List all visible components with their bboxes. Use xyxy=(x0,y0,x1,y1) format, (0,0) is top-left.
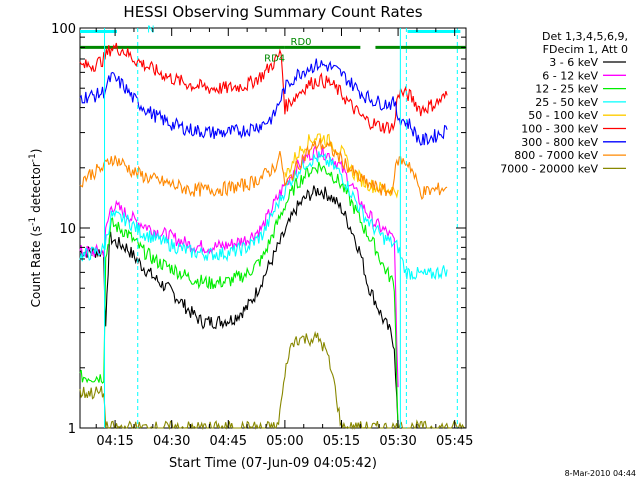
legend-label-0: 3 - 6 keV xyxy=(549,56,598,69)
y-axis-label-main: Count Rate (s xyxy=(29,226,43,308)
y-axis-label-end: ) xyxy=(29,149,43,154)
annotation-0: N xyxy=(147,24,154,35)
series-line-6 xyxy=(79,58,448,146)
series-line-8 xyxy=(79,330,466,431)
annotation-1: RD4 xyxy=(264,53,285,64)
annotation-2: RD0 xyxy=(291,37,312,48)
series-lines xyxy=(79,42,466,431)
y-axis-label: Count Rate (s-1 detector-1) xyxy=(28,149,43,308)
legend-header-line2: FDecim 1, Att 0 xyxy=(543,43,628,56)
x-tick-label-2: 04:45 xyxy=(210,434,247,449)
x-axis: 04:15 04:30 04:45 05:00 05:15 05:30 05:45 xyxy=(95,28,473,449)
legend-label-3: 25 - 50 keV xyxy=(535,96,598,109)
legend-label-1: 6 - 12 keV xyxy=(542,69,598,82)
legend-label-8: 7000 - 20000 keV xyxy=(500,162,598,175)
legend-label-2: 12 - 25 keV xyxy=(535,83,598,96)
footer-timestamp: 8-Mar-2010 04:44 xyxy=(565,469,636,478)
series-line-4 xyxy=(284,133,399,199)
series-line-7 xyxy=(79,138,448,201)
y-axis-label-mid: detector xyxy=(29,162,43,217)
legend-label-5: 100 - 300 keV xyxy=(521,123,598,136)
y-tick-label-2: 100 xyxy=(51,22,76,37)
series-line-5 xyxy=(79,42,448,134)
y-tick-label-0: 1 xyxy=(68,422,76,437)
series-line-0 xyxy=(79,185,399,429)
legend-label-4: 50 - 100 keV xyxy=(528,109,598,122)
series-line-3 xyxy=(79,151,448,281)
x-tick-label-4: 05:15 xyxy=(323,434,360,449)
y-tick-label-1: 10 xyxy=(59,222,76,237)
x-tick-label-3: 05:00 xyxy=(266,434,303,449)
vertical-markers xyxy=(104,28,458,428)
legend-label-6: 300 - 800 keV xyxy=(521,136,598,149)
annotations: N RD4 RD0 xyxy=(147,24,311,64)
y-axis-label-sup2: -1 xyxy=(28,153,38,162)
chart-title: HESSI Observing Summary Count Rates xyxy=(123,3,422,21)
x-tick-label-1: 04:30 xyxy=(153,434,190,449)
x-tick-label-6: 05:45 xyxy=(436,434,473,449)
series-line-2 xyxy=(79,161,399,429)
legend-header-line1: Det 1,3,4,5,6,9, xyxy=(542,30,628,43)
x-tick-label-0: 04:15 xyxy=(96,434,133,449)
series-line-1 xyxy=(79,144,399,388)
legend: Det 1,3,4,5,6,9, FDecim 1, Att 0 3 - 6 k… xyxy=(500,30,628,175)
legend-label-7: 800 - 7000 keV xyxy=(514,149,598,162)
x-axis-label: Start Time (07-Jun-09 04:05:42) xyxy=(169,456,377,471)
y-axis-label-sup1: -1 xyxy=(28,217,38,226)
y-axis: 1 10 100 xyxy=(51,22,466,437)
x-tick-label-5: 05:30 xyxy=(379,434,416,449)
